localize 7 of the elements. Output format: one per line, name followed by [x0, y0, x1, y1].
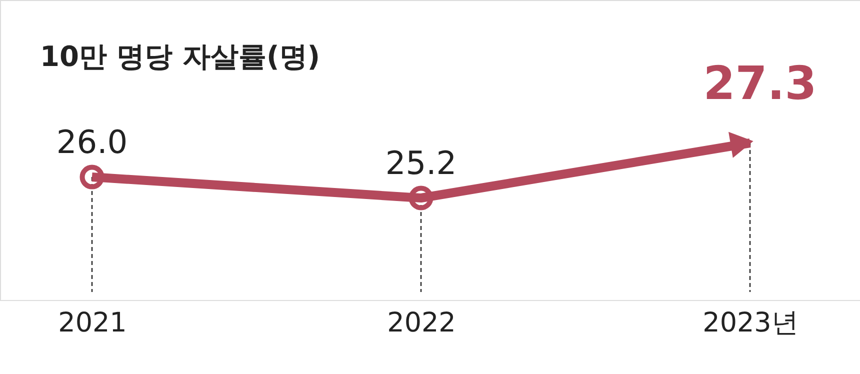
- chart-title: 10만 명당 자살률(명): [40, 40, 320, 73]
- x-tick-label: 2021: [58, 308, 127, 338]
- data-label: 25.2: [385, 144, 457, 182]
- x-tick-label: 2022: [387, 308, 456, 338]
- data-label: 26.0: [56, 123, 128, 162]
- data-label: 27.3: [703, 56, 817, 110]
- x-tick-label: 2023년: [702, 308, 798, 338]
